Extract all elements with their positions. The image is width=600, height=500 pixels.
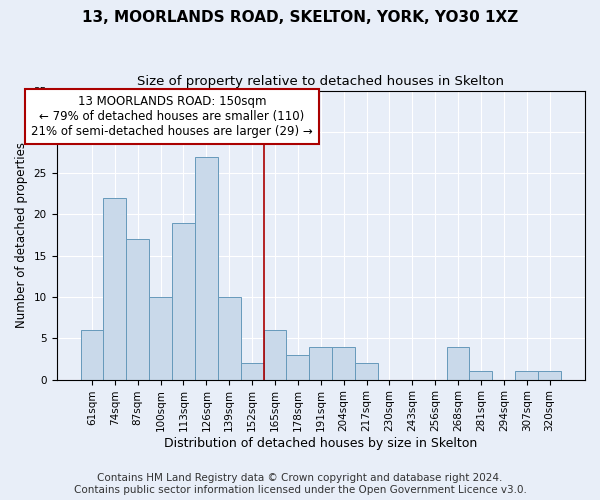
Bar <box>310 346 332 380</box>
Y-axis label: Number of detached properties: Number of detached properties <box>15 142 28 328</box>
Title: Size of property relative to detached houses in Skelton: Size of property relative to detached ho… <box>137 75 504 88</box>
Bar <box>241 363 263 380</box>
Bar <box>149 297 172 380</box>
Bar <box>515 372 538 380</box>
Bar <box>80 330 103 380</box>
Bar <box>172 222 195 380</box>
Bar <box>355 363 378 380</box>
Bar <box>469 372 493 380</box>
Text: Contains HM Land Registry data © Crown copyright and database right 2024.
Contai: Contains HM Land Registry data © Crown c… <box>74 474 526 495</box>
Bar <box>218 297 241 380</box>
Bar <box>538 372 561 380</box>
Text: 13, MOORLANDS ROAD, SKELTON, YORK, YO30 1XZ: 13, MOORLANDS ROAD, SKELTON, YORK, YO30 … <box>82 10 518 25</box>
Text: 13 MOORLANDS ROAD: 150sqm
← 79% of detached houses are smaller (110)
21% of semi: 13 MOORLANDS ROAD: 150sqm ← 79% of detac… <box>31 94 313 138</box>
Bar <box>103 198 127 380</box>
Bar <box>263 330 286 380</box>
Bar <box>332 346 355 380</box>
Bar <box>286 355 310 380</box>
Bar <box>195 156 218 380</box>
X-axis label: Distribution of detached houses by size in Skelton: Distribution of detached houses by size … <box>164 437 478 450</box>
Bar <box>446 346 469 380</box>
Bar <box>127 239 149 380</box>
